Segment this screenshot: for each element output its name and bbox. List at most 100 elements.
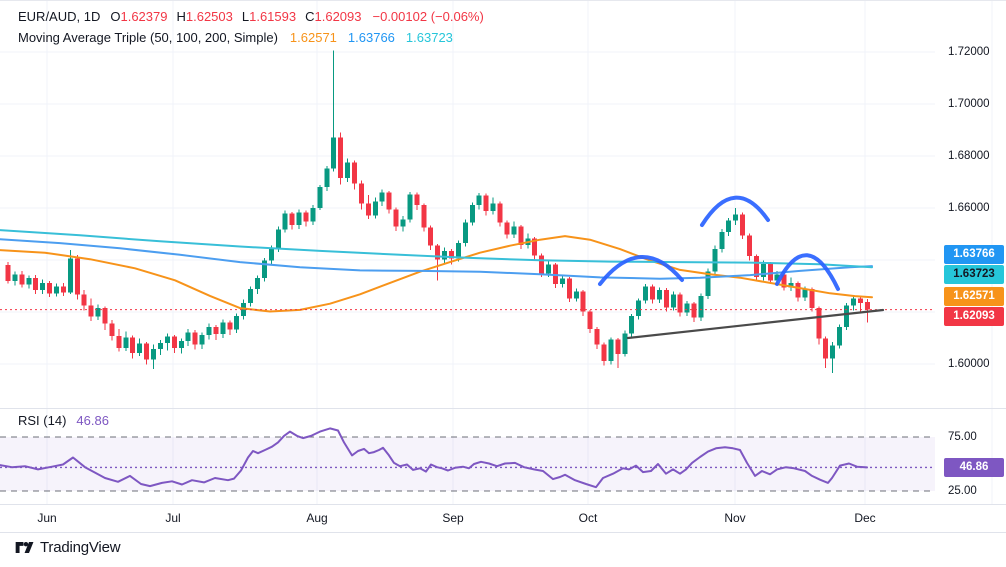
price-badge: 1.62093 (944, 306, 1004, 326)
candle-body (864, 302, 870, 310)
candle-body (365, 203, 371, 216)
candle-body (289, 213, 295, 225)
candle-body (185, 332, 191, 342)
candle-body (206, 327, 212, 335)
rsi-pane-divider[interactable] (0, 504, 1006, 505)
rsi-title: RSI (14) (18, 413, 67, 428)
candle-body (213, 327, 219, 335)
candle-body (823, 338, 829, 359)
candle-body (331, 137, 337, 169)
candle-body (386, 192, 392, 210)
rsi-line[interactable] (0, 427, 868, 489)
tradingview-link[interactable]: TradingView (14, 539, 121, 556)
candle-body (40, 282, 46, 290)
price-badge: 1.63766 (944, 244, 1004, 264)
candle-body (580, 291, 586, 312)
candle-body (199, 334, 205, 345)
candle-body (601, 344, 607, 361)
head-arc[interactable] (700, 195, 770, 227)
candle-body (636, 300, 642, 316)
candle-body (643, 286, 649, 301)
ma200-value: 1.63723 (405, 30, 453, 45)
price-tick-label: 1.68000 (948, 150, 990, 162)
pane-divider[interactable] (0, 408, 1006, 409)
candle-body (393, 209, 399, 227)
candle-body (712, 249, 718, 272)
candle-body (546, 264, 552, 274)
candle-body (428, 227, 434, 246)
candle-body (54, 286, 60, 294)
candle-body (483, 195, 489, 212)
candle-body (691, 303, 697, 318)
candle-body (532, 238, 538, 256)
month-label-aug: Aug (306, 511, 328, 525)
candle-body (171, 336, 177, 348)
rsi-value-badge: 46.86 (944, 457, 1004, 477)
candle-body (421, 204, 427, 228)
indicator-name: Moving Average Triple (50, 100, 200, Sim… (18, 30, 278, 45)
candle-body (296, 212, 302, 225)
price-axis[interactable]: 1.72000 1.70000 1.68000 1.66000 1.60000 1.637… (935, 1, 1006, 532)
candle-body (220, 322, 226, 335)
chart-canvas[interactable] (0, 1, 1006, 532)
footer: TradingView (0, 533, 1006, 567)
candle-body (116, 335, 122, 348)
candle-body (47, 282, 53, 294)
time-axis[interactable]: Jun Jul Aug Sep Oct Nov Dec (0, 505, 1006, 532)
candle-body (518, 226, 524, 245)
candle-body (649, 286, 655, 300)
candle-body (123, 337, 129, 348)
rsi-value: 46.86 (76, 413, 109, 428)
candle-body (830, 345, 836, 359)
candle-body (837, 327, 843, 346)
candlestick-series (5, 50, 870, 374)
candle-body (753, 256, 759, 277)
candle-body (254, 278, 260, 290)
indicator-legend[interactable]: Moving Average Triple (50, 100, 200, Sim… (18, 30, 464, 45)
candle-body (733, 214, 739, 221)
candle-body (684, 303, 690, 313)
candle-body (760, 263, 766, 277)
rsi-band-fill (0, 437, 935, 491)
candle-body (178, 341, 184, 348)
ohlc-close: C1.62093 (305, 9, 362, 24)
candle-body (476, 195, 482, 205)
candle-body (303, 212, 309, 222)
candle-body (497, 203, 503, 223)
candle-body (774, 274, 780, 281)
candle-body (317, 187, 323, 208)
candle-body (130, 337, 136, 354)
candle-body (74, 258, 80, 295)
candle-body (850, 298, 856, 306)
ohlc-open: O1.62379 (110, 9, 168, 24)
candle-body (656, 289, 662, 300)
gridlines (0, 1, 993, 532)
candle-body (19, 274, 25, 285)
candle-body (615, 339, 621, 355)
month-label-jul: Jul (165, 511, 181, 525)
candle-body (816, 308, 822, 339)
candle-body (414, 194, 420, 205)
candle-body (566, 278, 572, 299)
candle-body (137, 343, 143, 354)
candle-body (248, 289, 254, 303)
rsi-tick-label: 25.00 (948, 485, 977, 497)
candle-body (677, 294, 683, 313)
ma-line-100[interactable] (0, 238, 873, 280)
ma50-value: 1.62571 (289, 30, 337, 45)
candle-body (379, 192, 385, 202)
candle-body (324, 168, 330, 188)
month-label-oct: Oct (578, 511, 598, 525)
rsi-legend[interactable]: RSI (14) 46.86 (18, 413, 109, 428)
candle-body (442, 250, 448, 260)
left-shoulder-arc[interactable] (598, 255, 684, 286)
candle-body (310, 208, 316, 222)
ma-line-200[interactable] (0, 229, 873, 269)
candle-body (358, 183, 364, 204)
candle-body (698, 295, 704, 318)
symbol-legend[interactable]: EUR/AUD, 1D O1.62379 H1.62503 L1.61593 C… (18, 9, 484, 24)
candle-body (81, 294, 87, 306)
ma-line-50[interactable] (0, 235, 873, 313)
trendline[interactable] (626, 308, 885, 340)
right-shoulder-arc[interactable] (775, 253, 840, 291)
